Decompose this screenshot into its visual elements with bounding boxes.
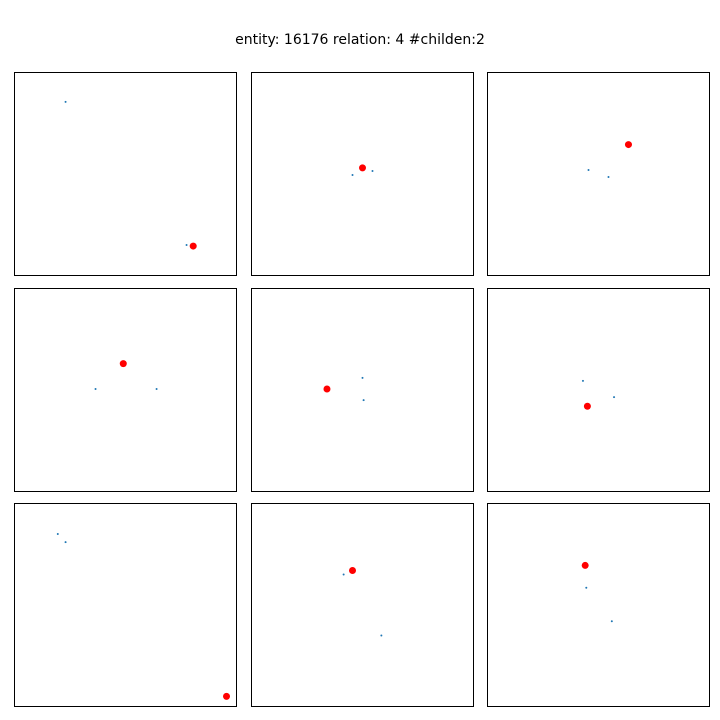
parent-point [581,561,589,569]
panel-frame [487,72,710,276]
parent-point [349,566,357,574]
panel-4 [14,288,237,492]
panel-2 [251,72,474,276]
child-point-1 [585,586,588,589]
panel-6 [487,288,710,492]
child-point-2 [610,620,613,623]
panel-8 [251,503,474,707]
child-point-2 [64,541,67,544]
panel-frame [14,72,237,276]
panel-frame [487,503,710,707]
child-point-2 [362,399,365,402]
child-point-1 [94,387,97,390]
child-point-2 [607,176,610,179]
parent-point [223,692,231,700]
child-point-1 [361,376,364,379]
panel-3 [487,72,710,276]
child-point-1 [342,573,345,576]
panel-frame [251,72,474,276]
panel-frame [487,288,710,492]
parent-point [323,385,331,393]
panel-frame [251,503,474,707]
panel-5 [251,288,474,492]
child-point-2 [185,244,188,247]
child-point-2 [371,169,374,172]
child-point-2 [613,396,616,399]
child-point-1 [64,100,67,103]
parent-point [119,360,127,368]
panel-frame [14,288,237,492]
parent-point [189,242,197,250]
chart-title: entity: 16176 relation: 4 #childen:2 [235,32,485,48]
panel-9 [487,503,710,707]
panel-frame [14,503,237,707]
child-point-1 [351,174,354,177]
child-point-2 [155,387,158,390]
panel-frame [251,288,474,492]
parent-point [624,141,632,149]
panel-1 [14,72,237,276]
child-point-2 [380,634,383,637]
parent-point [583,402,591,410]
child-point-1 [581,379,584,382]
child-point-1 [587,168,590,171]
panel-7 [14,503,237,707]
child-point-1 [56,532,59,535]
parent-point [359,164,366,172]
